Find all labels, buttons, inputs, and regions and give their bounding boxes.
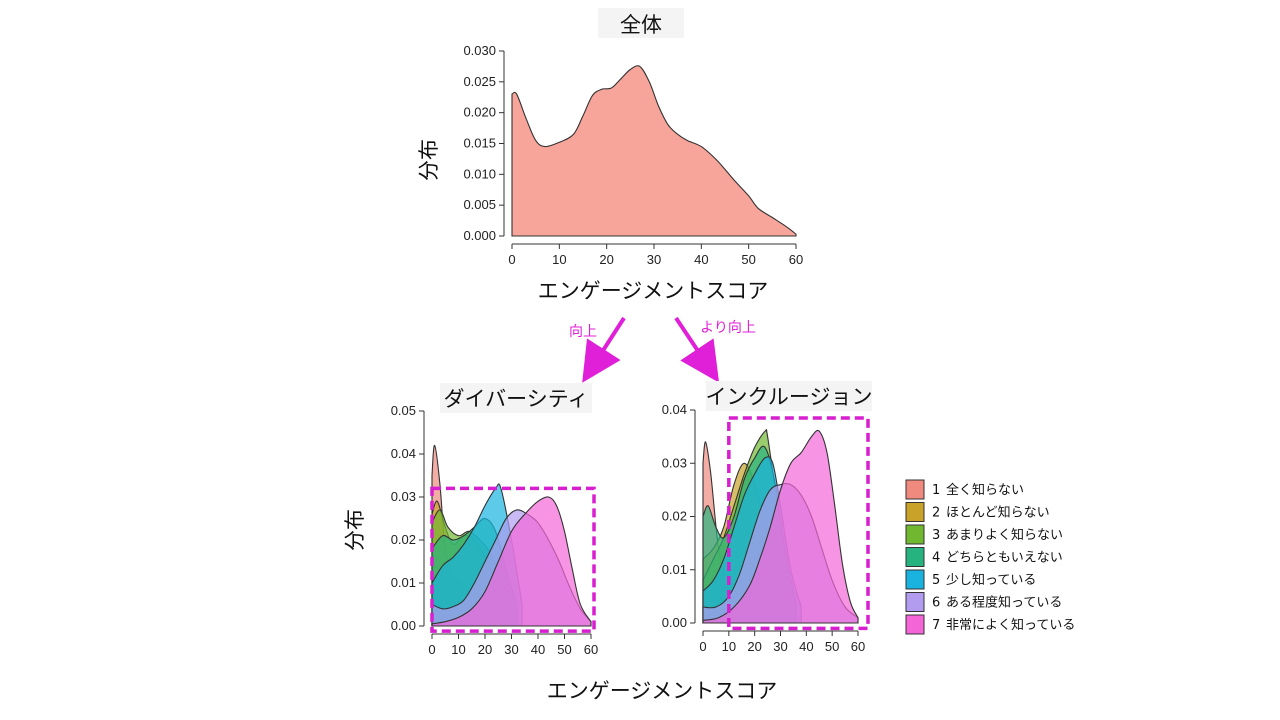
inclusion-x-tick-label: 30 xyxy=(773,639,787,654)
bottom-xlabel: エンゲージメントスコア xyxy=(547,679,778,703)
legend-number-7: 7 xyxy=(932,618,940,633)
legend-label-4: どちらともいえない xyxy=(946,551,1063,566)
legend-swatch-2 xyxy=(905,502,925,522)
top-title-box xyxy=(598,8,684,38)
inclusion-x-tick-label: 40 xyxy=(799,639,813,654)
diversity-x-tick-label: 20 xyxy=(478,642,492,657)
arrow-left xyxy=(582,316,626,383)
inclusion-highlight-box xyxy=(727,416,870,631)
top-y-tick-label: 0.025 xyxy=(463,74,496,89)
inclusion-y-tick-label: 0.04 xyxy=(662,402,687,417)
diversity-y-tick-label: 0.00 xyxy=(391,618,416,633)
legend-label-1: 全く知らない xyxy=(946,482,1024,498)
inclusion-chart-title: インクルージョン xyxy=(706,385,873,409)
top-x-tick-label: 40 xyxy=(694,252,708,267)
diversity-highlight-box xyxy=(430,486,596,633)
arrow-left-label: 向上 xyxy=(569,324,597,340)
legend-swatch-5 xyxy=(905,569,925,590)
top-y-tick-label: 0.005 xyxy=(463,197,496,212)
diversity-y-tick-label: 0.03 xyxy=(391,489,416,504)
diversity-x-tick-label: 0 xyxy=(428,642,435,657)
legend-number-4: 4 xyxy=(932,551,940,566)
inclusion-x-tick-label: 10 xyxy=(722,639,736,654)
inclusion-title-box xyxy=(706,381,872,411)
top-series-1-area xyxy=(511,65,797,237)
legend-label-3: あまりよく知らない xyxy=(946,527,1063,543)
top-xlabel: エンゲージメントスコア xyxy=(538,279,769,303)
top-x-tick-label: 0 xyxy=(508,252,515,267)
diversity-ylabel: 分布 xyxy=(343,509,367,551)
legend-number-3: 3 xyxy=(932,528,940,543)
diversity-x-tick-label: 60 xyxy=(584,642,598,657)
top-chart-title: 全体 xyxy=(620,13,662,37)
diversity-y-tick-label: 0.04 xyxy=(391,446,416,461)
legend-label-2: ほとんど知らない xyxy=(946,505,1050,521)
inclusion-y-tick-label: 0.00 xyxy=(662,615,687,630)
top-y-tick-label: 0.020 xyxy=(463,105,496,120)
legend-swatch-7 xyxy=(905,614,925,635)
legend-swatch-6 xyxy=(905,592,925,612)
legend-label-6: ある程度知っている xyxy=(946,595,1062,611)
legend-number-2: 2 xyxy=(932,506,940,521)
diversity-x-tick-label: 10 xyxy=(451,642,465,657)
inclusion-y-tick-label: 0.02 xyxy=(662,509,687,524)
legend-swatch-3 xyxy=(905,524,925,545)
arrow-right-label: より向上 xyxy=(700,320,756,336)
legend: 1 全く知らない 2 ほとんど知らない 3 あまりよく知らない 4 どちらともいえない 5 少し知… xyxy=(905,479,1075,635)
inclusion-x-tick-label: 50 xyxy=(825,639,839,654)
diversity-x-tick-label: 30 xyxy=(504,642,518,657)
inclusion-x-tick-label: 60 xyxy=(851,639,865,654)
top-y-tick-label: 0.000 xyxy=(463,228,496,243)
inclusion-x-tick-label: 20 xyxy=(747,639,761,654)
top-x-tick-label: 20 xyxy=(599,252,613,267)
top-x-tick-label: 30 xyxy=(647,252,661,267)
legend-swatch-1 xyxy=(905,479,925,500)
arrow-right xyxy=(674,316,720,383)
inclusion-series-7-area xyxy=(702,429,859,624)
top-x-tick-label: 10 xyxy=(552,252,566,267)
legend-swatch-4 xyxy=(905,547,925,567)
legend-number-5: 5 xyxy=(932,573,940,588)
inclusion-y-tick-label: 0.03 xyxy=(662,455,687,470)
legend-number-6: 6 xyxy=(932,596,940,611)
top-y-tick-label: 0.015 xyxy=(463,136,496,151)
diversity-y-tick-label: 0.05 xyxy=(391,403,416,418)
top-y-tick-label: 0.010 xyxy=(463,166,496,181)
diversity-y-tick-label: 0.02 xyxy=(391,532,416,547)
top-y-tick-label: 0.030 xyxy=(463,43,496,58)
inclusion-x-tick-label: 0 xyxy=(699,639,706,654)
inclusion-chart-axes: 0.00 0.01 0.02 0.03 0.04 0 10 20 30 40 50 60 xyxy=(662,402,870,654)
diversity-y-tick-label: 0.01 xyxy=(391,575,416,590)
diversity-x-tick-label: 50 xyxy=(557,642,571,657)
top-x-tick-label: 50 xyxy=(741,252,755,267)
inclusion-y-tick-label: 0.01 xyxy=(662,562,687,577)
legend-label-7: 非常によく知っている xyxy=(946,617,1075,633)
top-chart-axes: 0.000 0.005 0.010 0.015 0.020 0.025 0.030 0 10 20… xyxy=(463,43,803,267)
top-x-tick-label: 60 xyxy=(789,252,803,267)
diversity-title-box xyxy=(440,383,592,413)
legend-label-5: 少し知っている xyxy=(946,572,1036,588)
diversity-series-7-area xyxy=(431,496,592,627)
diversity-x-tick-label: 40 xyxy=(531,642,545,657)
diversity-chart-axes: 0.00 0.01 0.02 0.03 0.04 0.05 0 10 20 30 40 50 60 xyxy=(391,403,599,657)
legend-number-1: 1 xyxy=(932,483,940,498)
diversity-chart-title: ダイバーシティ xyxy=(444,387,589,411)
top-ylabel: 分布 xyxy=(417,139,441,181)
